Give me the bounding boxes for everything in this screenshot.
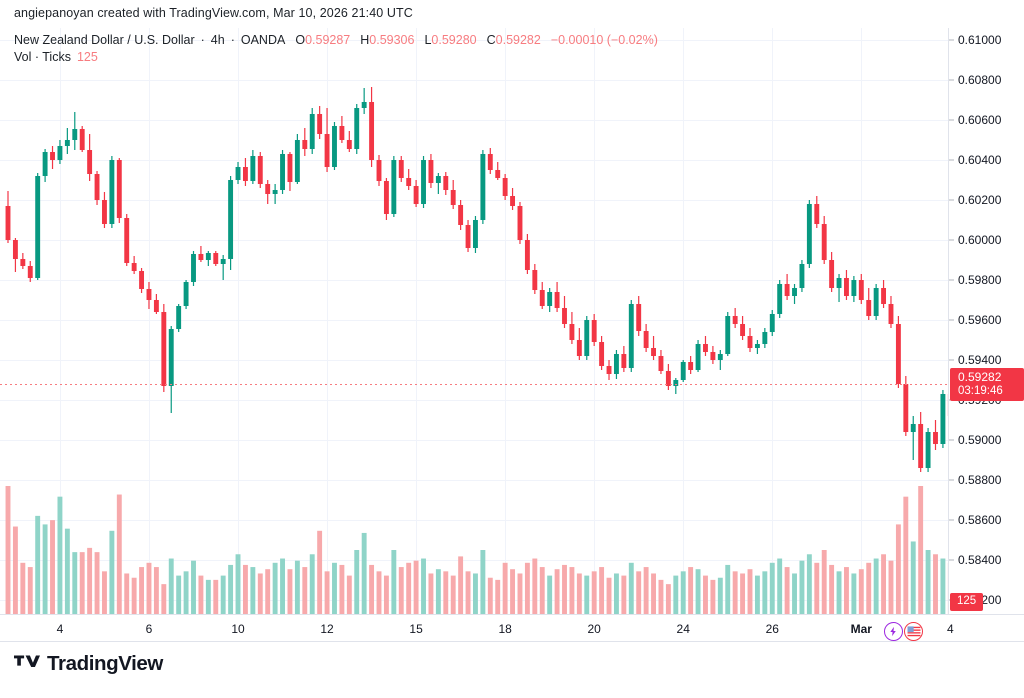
price-tick-label: 0.60800 (958, 73, 1002, 87)
price-tick-dash (949, 199, 954, 201)
tradingview-footer: TradingView (14, 652, 163, 676)
price-tick-label: 0.59800 (958, 273, 1002, 287)
current-price-value: 0.59282 (958, 369, 1002, 384)
time-tick-label: Mar (850, 622, 872, 636)
bar-countdown-timer: 03:19:46 (958, 384, 1003, 397)
price-tick-label: 0.59400 (958, 353, 1002, 367)
price-tick-label: 0.60200 (958, 193, 1002, 207)
time-tick-label: 4 (946, 622, 954, 636)
attribution-text: angiepanoyan created with TradingView.co… (14, 6, 413, 20)
time-tick-label: 15 (409, 622, 423, 636)
lightning-bolt-icon[interactable] (884, 622, 903, 641)
price-tick-label: 0.59000 (958, 433, 1002, 447)
candlestick-series (5, 87, 948, 614)
chart-status-badges (884, 622, 923, 641)
price-tick-dash (949, 519, 954, 521)
chart-plot-area[interactable] (0, 28, 948, 614)
price-tick-label: 0.58800 (958, 473, 1002, 487)
chart-frame: New Zealand Dollar / U.S. Dollar · 4h · OAND… (0, 28, 1024, 642)
current-price-line (0, 384, 948, 385)
price-tick-dash (949, 279, 954, 281)
time-tick-label: 4 (56, 622, 64, 636)
volume-value-badge: 125 (950, 593, 984, 611)
price-axis[interactable]: 0.61000 0.60800 0.60600 0.60400 0.60200 0.600… (948, 28, 1024, 614)
price-tick-dash (949, 359, 954, 361)
price-tick-label: 0.60400 (958, 153, 1002, 167)
time-axis[interactable]: 4610121518202426Mar461012 (0, 614, 1024, 642)
tradingview-logo-icon (14, 654, 40, 675)
price-tick-label: 0.60000 (958, 233, 1002, 247)
price-tick-dash (949, 239, 954, 241)
time-tick-label: 20 (587, 622, 601, 636)
current-price-badge[interactable]: 0.59282 03:19:46 (950, 367, 1024, 401)
time-tick-label: 6 (145, 622, 153, 636)
price-tick-dash (949, 159, 954, 161)
chart-gridlines (0, 28, 948, 614)
price-tick-dash (949, 119, 954, 121)
price-tick-dash (949, 319, 954, 321)
price-tick-dash (949, 439, 954, 441)
time-tick-label: 18 (498, 622, 512, 636)
time-tick-label: 10 (231, 622, 245, 636)
price-tick-label: 0.59600 (958, 313, 1002, 327)
price-tick-label: 0.61000 (958, 33, 1002, 47)
price-tick-label: 0.58600 (958, 513, 1002, 527)
time-tick-label: 12 (320, 622, 334, 636)
price-tick-label: 0.60600 (958, 113, 1002, 127)
price-tick-dash (949, 559, 954, 561)
us-flag-icon[interactable] (904, 622, 923, 641)
tradingview-brand-text: TradingView (47, 652, 163, 675)
time-tick-label: 24 (676, 622, 690, 636)
price-tick-dash (949, 39, 954, 41)
price-tick-dash (949, 79, 954, 81)
price-tick-dash (949, 479, 954, 481)
time-tick-label: 26 (765, 622, 779, 636)
price-tick-label: 0.58400 (958, 553, 1002, 567)
